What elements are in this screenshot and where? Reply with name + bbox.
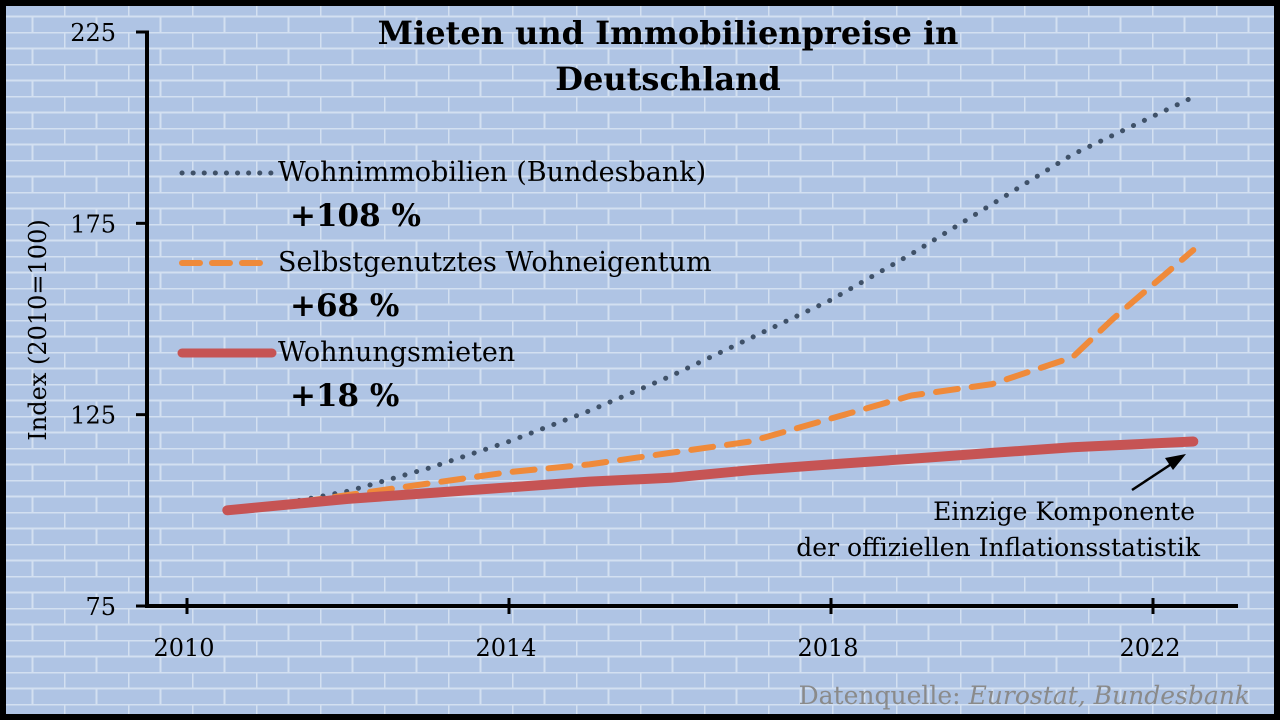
y-tick-label: 125 <box>70 402 116 430</box>
series-line-wohnimmobilien <box>224 94 1196 513</box>
legend-change-wohnimmobilien: +108 % <box>290 198 421 234</box>
y-tick-label: 175 <box>70 210 116 238</box>
source-names: Eurostat, Bundesbank <box>968 681 1250 710</box>
legend: Wohnimmobilien (Bundesbank) +108 % Selbs… <box>177 157 712 414</box>
y-tick-label: 75 <box>85 593 116 621</box>
series-line-wohneigentum <box>224 247 1197 514</box>
annotation-arrowhead <box>1165 454 1186 470</box>
series-line-wohnungsmieten <box>222 436 1199 516</box>
chart-title-line-2: Deutschland <box>555 60 780 98</box>
source-label: Datenquelle: <box>799 681 969 710</box>
chart: Mieten und Immobilienpreise in Deutschla… <box>6 6 1274 714</box>
annotation-line-1: Einzige Komponente <box>933 497 1195 526</box>
x-tick-label: 2022 <box>1119 634 1180 662</box>
legend-label-wohneigentum: Selbstgenutztes Wohneigentum <box>278 247 712 278</box>
x-tick-label: 2010 <box>153 634 214 662</box>
annotation: Einzige Komponente der offiziellen Infla… <box>796 454 1201 562</box>
legend-change-wohneigentum: +68 % <box>290 288 399 324</box>
x-tick-label: 2014 <box>475 634 536 662</box>
legend-label-wohnimmobilien: Wohnimmobilien (Bundesbank) <box>278 157 706 188</box>
y-ticks: 75 125 175 225 <box>70 19 149 621</box>
y-axis-label: Index (2010=100) <box>24 219 52 440</box>
y-tick-label: 225 <box>70 19 116 47</box>
chart-frame: Mieten und Immobilienpreise in Deutschla… <box>6 6 1274 714</box>
x-tick-label: 2018 <box>797 634 858 662</box>
annotation-arrow <box>1131 459 1177 492</box>
chart-title-line-1: Mieten und Immobilienpreise in <box>378 14 959 52</box>
source-note: Datenquelle: Eurostat, Bundesbank <box>799 681 1250 710</box>
series-lines <box>222 94 1199 516</box>
annotation-line-2: der offiziellen Inflationsstatistik <box>796 533 1201 562</box>
x-ticks: 2010 2014 2018 2022 <box>153 598 1181 662</box>
legend-label-wohnungsmieten: Wohnungsmieten <box>278 337 515 368</box>
legend-change-wohnungsmieten: +18 % <box>290 378 399 414</box>
